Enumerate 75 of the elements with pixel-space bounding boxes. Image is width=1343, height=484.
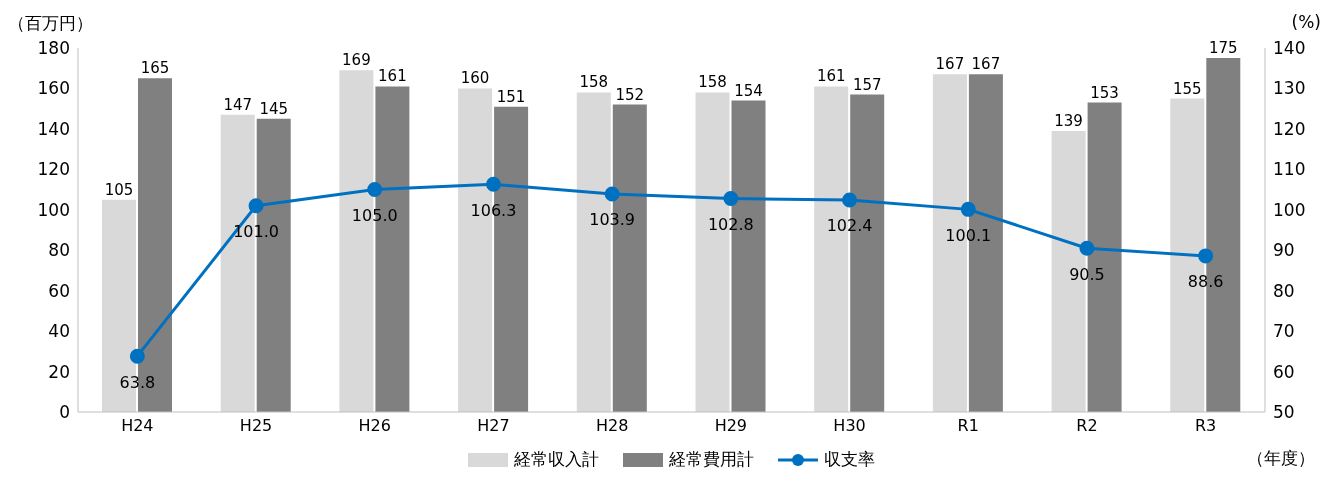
y-tick-label: 160 [37,78,70,99]
data-label: 106.3 [470,200,517,220]
x-tick-label: H30 [833,416,866,436]
y-tick-label: 0 [59,402,70,423]
y2-tick-label: 70 [1273,321,1295,342]
x-tick-label: H28 [595,416,629,436]
x-tick-label: H25 [239,416,273,436]
data-label: 169 [342,51,371,70]
y2-tick-label: 90 [1273,240,1295,261]
y-tick-label: 40 [48,321,70,342]
y-tick-label: 20 [48,361,70,382]
y-axis-title: （百万円） [8,12,93,35]
point [1079,240,1095,256]
legend-label: 収支率 [823,448,875,471]
y2-tick-label: 50 [1273,402,1295,423]
y-tick-label: 180 [37,38,70,59]
y2-tick-label: 100 [1273,199,1306,220]
x-tick-label: H29 [714,416,748,436]
y2-tick-label: 130 [1273,78,1306,99]
y-tick-label: 60 [48,280,70,301]
data-label: 161 [378,67,407,86]
point [723,190,739,206]
y2-tick-label: 80 [1273,280,1295,301]
y2-axis-title: (%) [1291,12,1321,32]
data-label: 157 [852,75,882,94]
x-tick-label: H27 [477,416,510,436]
y-tick-label: 140 [37,118,70,139]
data-label: 63.8 [119,372,156,392]
point [129,348,145,364]
data-label: 154 [734,81,763,100]
y-tick-label: 100 [37,199,70,220]
data-label: 102.4 [826,216,873,236]
data-label: 102.8 [707,214,754,234]
x-tick-label: H26 [358,416,391,436]
data-label: 100.1 [945,225,992,245]
point [842,192,858,208]
y2-tick-label: 110 [1273,159,1306,180]
data-label: 103.9 [589,210,636,230]
data-label: 155 [1172,79,1202,98]
x-tick-label: R2 [1076,416,1098,436]
point [367,182,383,198]
data-label: 165 [140,59,170,78]
point [960,201,976,217]
y2-tick-label: 120 [1273,118,1306,139]
data-label: 158 [579,73,609,92]
data-label: 105.0 [351,205,398,225]
data-label: 153 [1090,83,1119,102]
data-label: 90.5 [1069,264,1105,284]
legend-label: 経常費用計 [668,448,754,471]
point [248,198,264,214]
point [604,186,620,202]
data-label: 158 [698,73,727,92]
data-label: 160 [460,69,490,88]
data-label: 151 [496,87,526,106]
x-tick-label: H24 [121,416,154,436]
data-label: 88.6 [1187,272,1224,292]
data-label: 167 [935,55,965,74]
point [1198,248,1214,264]
data-label: 152 [615,85,645,104]
y-tick-label: 80 [48,240,70,261]
data-label: 161 [816,67,846,86]
data-label: 139 [1054,111,1083,130]
data-label: 145 [259,99,289,118]
x-axis-title: （年度） [1247,447,1315,470]
y2-tick-label: 60 [1273,361,1295,382]
y-tick-label: 120 [37,159,70,180]
data-label: 167 [971,55,1001,74]
x-tick-label: R3 [1195,416,1217,436]
x-tick-label: R1 [957,416,979,436]
y2-tick-label: 140 [1273,38,1306,59]
data-label: 105 [104,180,134,199]
point [485,176,501,192]
data-label: 147 [223,95,253,114]
data-label: 175 [1208,39,1238,58]
legend-label: 経常収入計 [513,448,599,471]
